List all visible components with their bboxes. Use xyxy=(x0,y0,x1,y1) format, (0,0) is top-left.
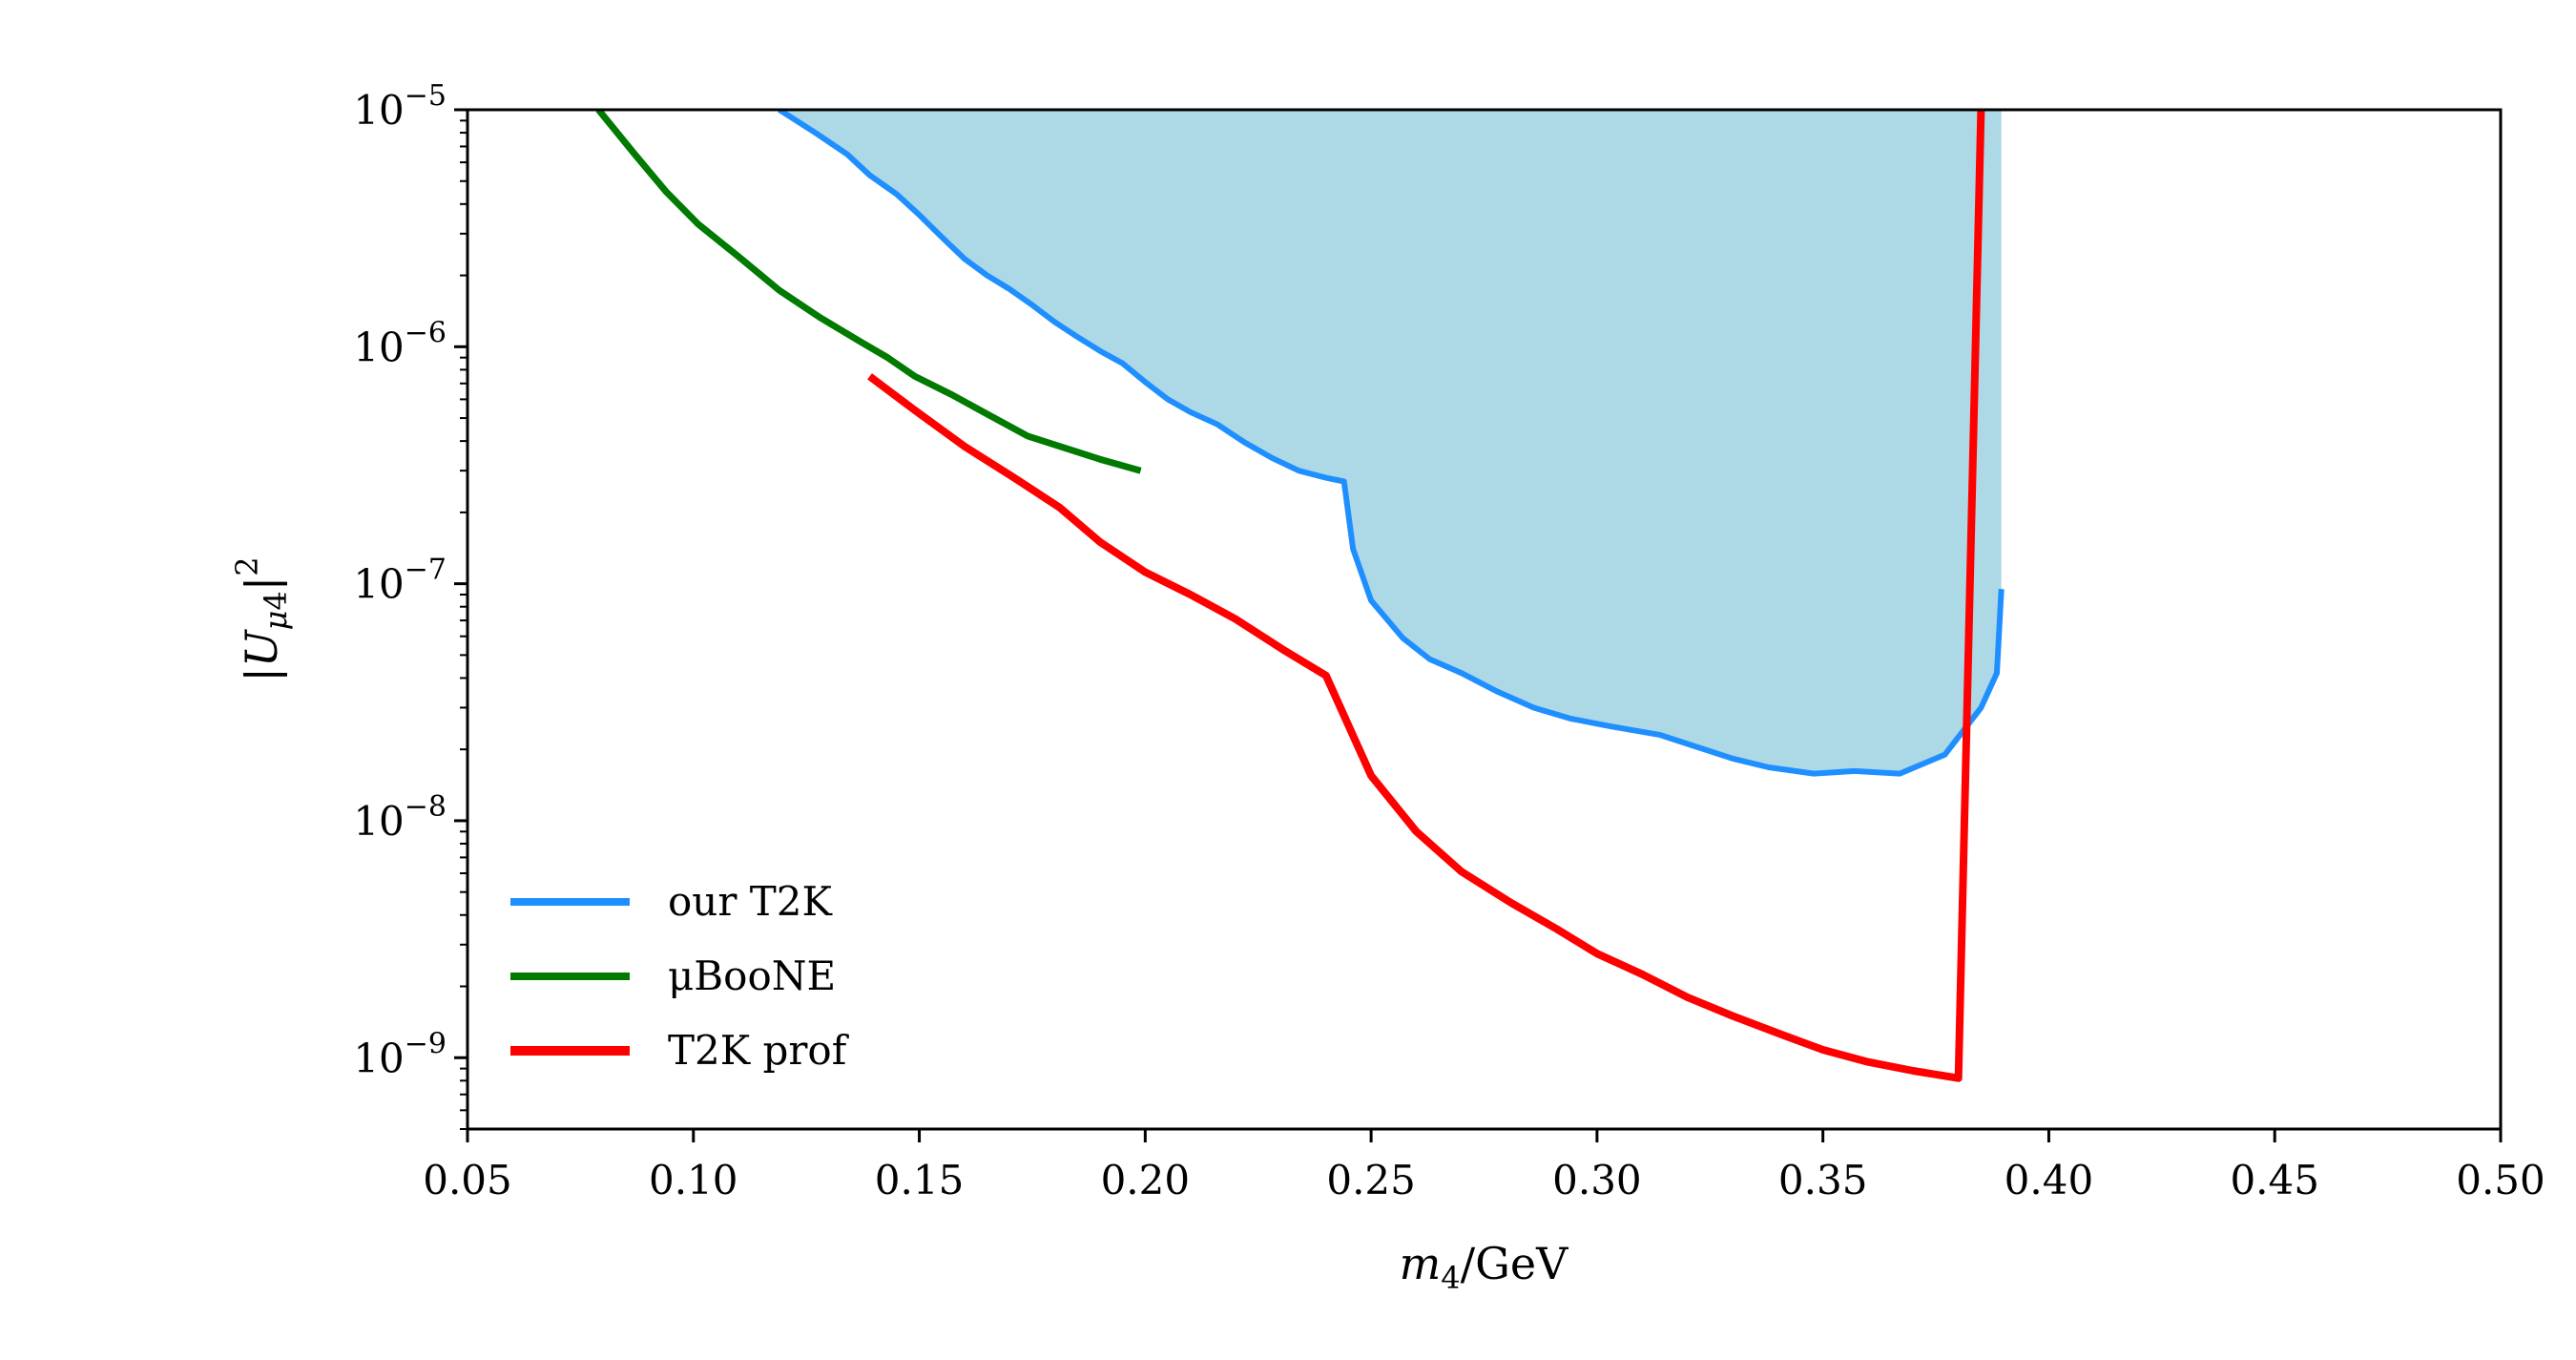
x-tick-label: 0.30 xyxy=(1552,1157,1642,1203)
x-tick-label: 0.45 xyxy=(2230,1157,2319,1203)
y-axis-label: |Uμ4|2 xyxy=(229,556,294,681)
y-tick-label: 10−5 xyxy=(353,79,447,134)
x-tick-label: 0.40 xyxy=(2005,1157,2094,1203)
x-axis-label: m4/GeV xyxy=(1400,1238,1568,1296)
filled-region-layer xyxy=(779,110,2002,774)
x-tick-label: 0.05 xyxy=(423,1157,512,1203)
legend-label-0: our T2K xyxy=(668,878,833,925)
y-tick-label: 10−6 xyxy=(353,316,447,370)
y-tick-label: 10−8 xyxy=(353,790,447,845)
x-tick-label: 0.50 xyxy=(2456,1157,2545,1203)
x-tick-label: 0.25 xyxy=(1326,1157,1416,1203)
y-tick-label: 10−9 xyxy=(353,1027,447,1081)
plot-frame xyxy=(466,108,2503,1131)
legend: our T2K μBooNE T2K prof xyxy=(510,878,850,1074)
x-tick-label: 0.10 xyxy=(649,1157,738,1203)
ticks-layer: 0.05 0.10 0.15 0.20 0.25 0.30 0.35 0.40 0.45 0.50… xyxy=(353,79,2545,1203)
y-tick-label: 10−7 xyxy=(353,554,447,608)
legend-label-1: μBooNE xyxy=(668,952,836,999)
series-line-1 xyxy=(595,110,1142,474)
excluded-region-fill xyxy=(779,110,2002,774)
legend-label-2: T2K prof xyxy=(668,1027,850,1074)
x-tick-label: 0.20 xyxy=(1101,1157,1191,1203)
x-tick-label: 0.15 xyxy=(875,1157,965,1203)
series-line-0 xyxy=(778,110,2005,777)
x-tick-label: 0.35 xyxy=(1778,1157,1868,1203)
series-layer xyxy=(595,110,2005,1082)
series-line-2 xyxy=(867,110,1985,1082)
